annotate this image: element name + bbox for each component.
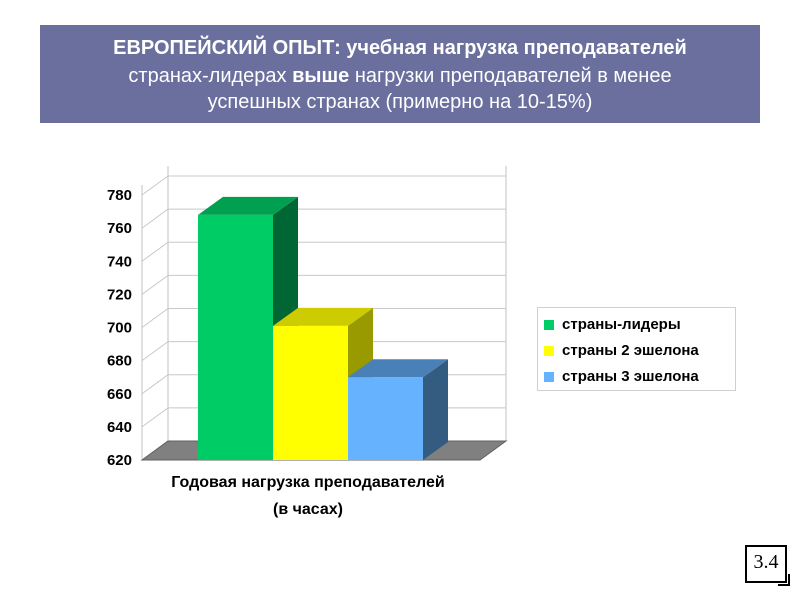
legend-label-third: страны 3 эшелона [562,368,699,385]
y-tick-label: 680 [107,353,132,370]
slide-number: 3.4 [745,545,790,586]
gridline-side [141,407,169,428]
y-tick-label: 640 [107,419,132,436]
gridline-side [141,274,169,295]
bar-front [198,214,273,460]
bar-top [273,307,373,326]
y-tick-label: 760 [107,220,132,237]
gridline-side [141,341,169,362]
title-banner: ЕВРОПЕЙСКИЙ ОПЫТ: учебная нагрузка препо… [40,25,760,123]
title-line-2-emphasis: выше [292,65,350,87]
gridline-side [141,308,169,328]
legend-swatch-second [544,346,554,356]
x-category-label: Годовая нагрузка преподавателей [171,474,444,491]
y-tick-label: 620 [107,452,132,469]
title-line-2-start: странах-лидерах [128,65,293,87]
x-category-label: (в часах) [273,501,343,518]
title-line-2: странах-лидерах выше нагрузки преподават… [40,65,760,88]
gridline-side [141,208,169,229]
y-tick-label: 700 [107,320,132,337]
gridline-side [141,241,169,262]
legend-swatch-leaders [544,320,554,330]
bar-top [348,359,448,378]
y-tick-label: 660 [107,386,132,403]
bar-top [198,196,298,215]
gridline-side [141,175,169,196]
bar-side [423,359,448,460]
legend: страны-лидеры страны 2 эшелона страны 3 … [537,307,736,391]
bar-front [273,325,348,460]
title-line-3: успешных странах (примерно на 10-15%) [207,91,593,113]
title-line-1: ЕВРОПЕЙСКИЙ ОПЫТ: учебная нагрузка препо… [113,37,687,59]
y-tick-label: 780 [107,187,132,204]
legend-swatch-third [544,372,554,382]
title-line-2-end: нагрузки преподавателей в менее [349,65,672,87]
gridline-side [141,374,169,395]
legend-label-leaders: страны-лидеры [562,316,681,333]
bar-front [348,377,423,460]
legend-label-second: страны 2 эшелона [562,342,699,359]
y-tick-label: 720 [107,286,132,303]
y-tick-label: 740 [107,253,132,270]
